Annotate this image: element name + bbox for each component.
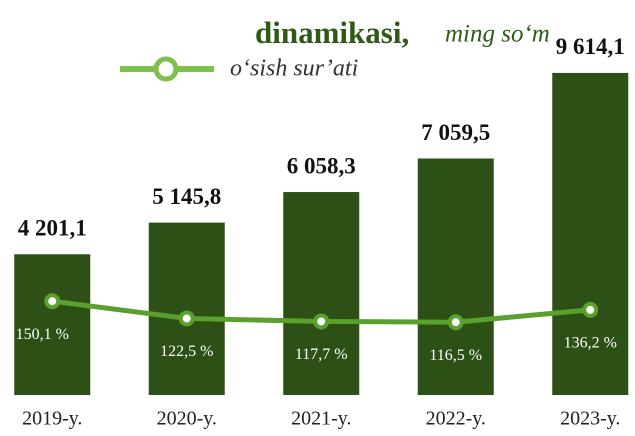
legend-marker [153,56,179,82]
bar [552,72,629,396]
bar-value-label: 7 059,5 [421,120,490,145]
bar [14,254,91,395]
line-value-label: 136,2 % [564,335,617,352]
line-value-label: 122,5 % [160,343,213,360]
chart-title: dinamikasi, [255,15,409,50]
legend-label: o‘sish sur’ati [230,56,358,82]
line-value-label: 150,1 % [16,326,69,343]
line-marker [447,314,464,331]
line-value-label: 117,7 % [295,346,348,363]
chart-subtitle: ming so‘m [445,21,550,48]
bar-value-label: 9 614,1 [556,34,625,59]
line-marker [178,310,195,327]
bar [417,158,494,395]
bar [283,192,360,395]
bar-value-label: 6 058,3 [287,153,356,178]
x-tick-label: 2022-y. [426,408,486,430]
x-tick-label: 2019-y. [22,408,82,430]
x-tick-label: 2021-y. [291,408,351,430]
line-value-label: 116,5 % [429,347,482,364]
bar-value-label: 4 201,1 [18,216,87,241]
x-tick-label: 2020-y. [157,408,217,430]
line-marker [582,301,599,318]
x-tick-label: 2023-y. [560,408,620,430]
bar-value-label: 5 145,8 [152,184,221,209]
line-marker [313,313,330,330]
line-marker [44,293,61,310]
bar [148,222,225,395]
